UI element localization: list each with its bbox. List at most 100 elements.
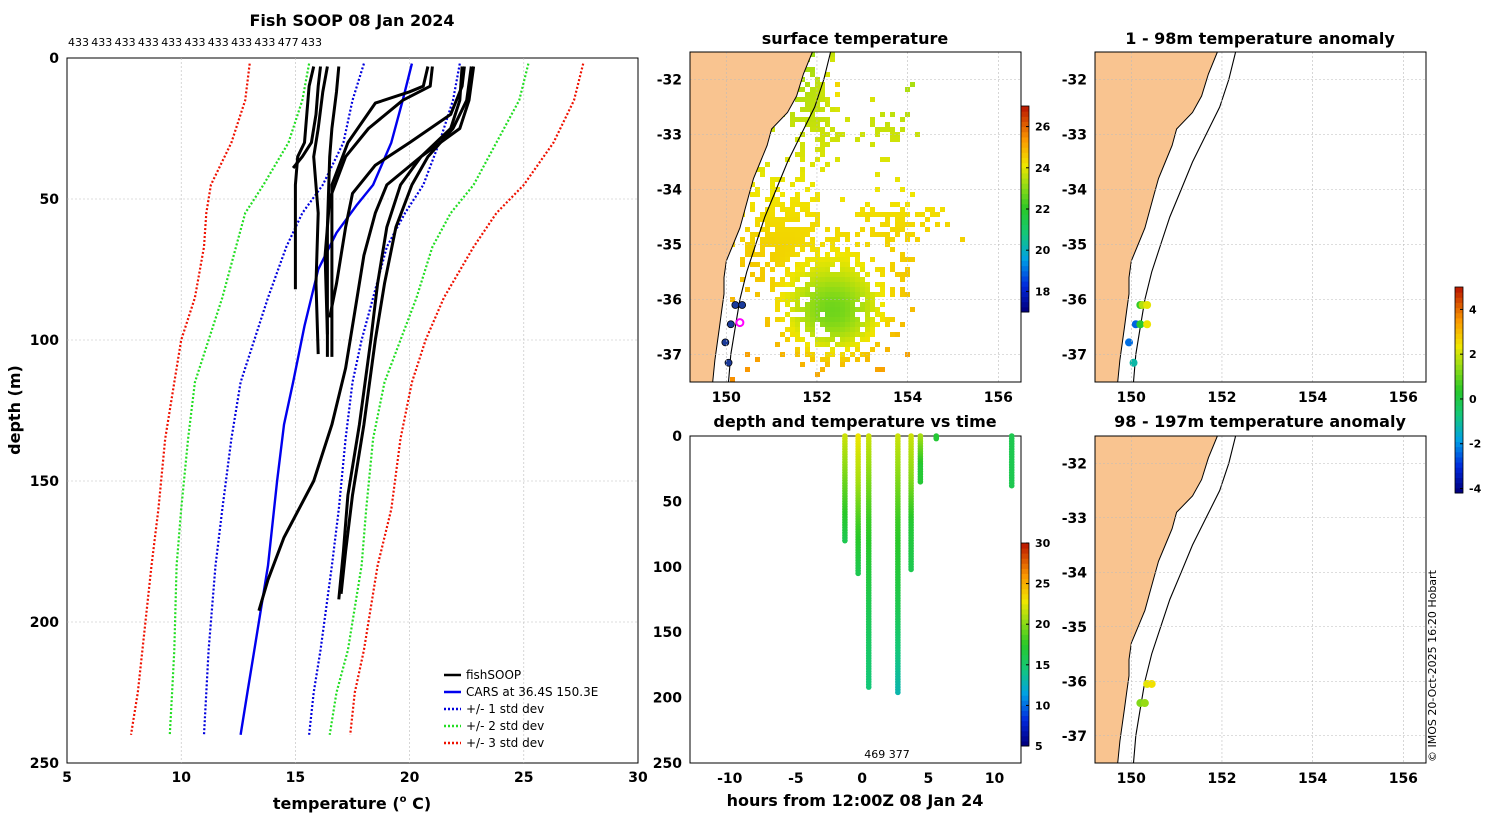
sst-cell <box>850 327 855 332</box>
sst-cell <box>760 277 765 282</box>
sst-cell <box>925 207 930 212</box>
sst-cell <box>855 232 860 237</box>
sst-cell <box>810 107 815 112</box>
sst-cell <box>835 277 840 282</box>
anomaly-colorbar-band <box>1455 374 1463 381</box>
time-colorbar-band <box>1021 700 1029 706</box>
y-tick-label: -33 <box>1062 128 1087 144</box>
sst-cell <box>840 252 845 257</box>
y-tick-label: 150 <box>30 474 59 490</box>
sst-cell <box>820 282 825 287</box>
sst-cell <box>835 312 840 317</box>
sst-cell <box>810 357 815 362</box>
sst-cell <box>905 212 910 217</box>
sst-cell <box>770 202 775 207</box>
sst-cell <box>865 287 870 292</box>
sst-cell <box>800 117 805 122</box>
sst-cell <box>895 132 900 137</box>
sst-cell <box>775 187 780 192</box>
sst-cell <box>840 307 845 312</box>
sst-cell <box>810 197 815 202</box>
anomaly-colorbar-tick-label: 0 <box>1469 393 1477 406</box>
sst-cell <box>830 337 835 342</box>
sst-cell <box>820 287 825 292</box>
sst-cell <box>790 227 795 232</box>
sst-cell <box>810 292 815 297</box>
sst-cell <box>780 232 785 237</box>
sst-cell <box>900 212 905 217</box>
sst-cell <box>870 97 875 102</box>
sst-cell <box>805 82 810 87</box>
x-tick-label: 154 <box>893 390 922 406</box>
sst-cell <box>875 132 880 137</box>
cast-point <box>842 537 848 544</box>
sst-cell <box>785 252 790 257</box>
sst-cell <box>845 292 850 297</box>
cast-location-marker <box>731 301 740 309</box>
sst-cell <box>915 212 920 217</box>
sst-cell <box>875 292 880 297</box>
sst-cell <box>870 232 875 237</box>
sst-cell <box>765 232 770 237</box>
sst-cell <box>770 177 775 182</box>
sst-cell <box>815 337 820 342</box>
sst-cell <box>775 307 780 312</box>
sst-cell <box>820 87 825 92</box>
sst-cell <box>770 277 775 282</box>
sst-cell <box>830 57 835 62</box>
sst-cell <box>800 142 805 147</box>
sst-cell <box>840 357 845 362</box>
sst-cell <box>795 322 800 327</box>
series-line-std1 <box>202 63 365 735</box>
sst-cell <box>815 297 820 302</box>
sst-cell <box>765 197 770 202</box>
sst-cell <box>790 112 795 117</box>
time-colorbar-band <box>1021 715 1029 722</box>
sst-cell <box>810 322 815 327</box>
time-colorbar-band <box>1021 730 1029 737</box>
sst-cell <box>935 222 940 227</box>
sst-cell <box>810 72 815 77</box>
anomaly-point <box>1140 699 1149 708</box>
sst-cell <box>845 307 850 312</box>
sst-cell <box>900 272 905 277</box>
sst-cell <box>905 272 910 277</box>
sst-cell <box>860 287 865 292</box>
sst-cell <box>780 282 785 287</box>
y-tick-label: 250 <box>653 756 682 772</box>
sst-cell <box>865 357 870 362</box>
y-tick-label: -35 <box>1062 620 1087 636</box>
sst-cell <box>855 342 860 347</box>
time-colorbar-frame <box>1020 542 1030 747</box>
sst-cell <box>825 312 830 317</box>
sst-cell <box>845 317 850 322</box>
sst-cell <box>835 297 840 302</box>
series-line-fish <box>339 66 473 594</box>
sst-cell <box>775 297 780 302</box>
profile-series <box>129 63 585 735</box>
sst-colorbar-band <box>1021 214 1029 220</box>
sst-cell <box>805 262 810 267</box>
sst-cell <box>795 117 800 122</box>
sst-cell <box>850 342 855 347</box>
x-tick-label: 30 <box>628 770 648 786</box>
sst-cell <box>825 122 830 127</box>
sst-cell <box>790 252 795 257</box>
legend-std3: +/- 3 std dev <box>466 736 544 750</box>
y-tick-label: 250 <box>30 756 59 772</box>
sst-cell <box>820 167 825 172</box>
sst-cell <box>855 287 860 292</box>
sst-cell <box>745 367 750 372</box>
sst-cell <box>740 277 745 282</box>
sst-cell <box>800 337 805 342</box>
sst-cell <box>760 212 765 217</box>
sst-cell <box>780 317 785 322</box>
anomaly-colorbar-band <box>1455 384 1463 391</box>
sst-cell <box>815 277 820 282</box>
time-colorbar-tick-label: 30 <box>1035 537 1051 550</box>
sst-cell <box>840 322 845 327</box>
cast-location-marker <box>724 358 733 367</box>
time-colorbar-band <box>1021 568 1029 574</box>
sst-cell <box>830 237 835 242</box>
